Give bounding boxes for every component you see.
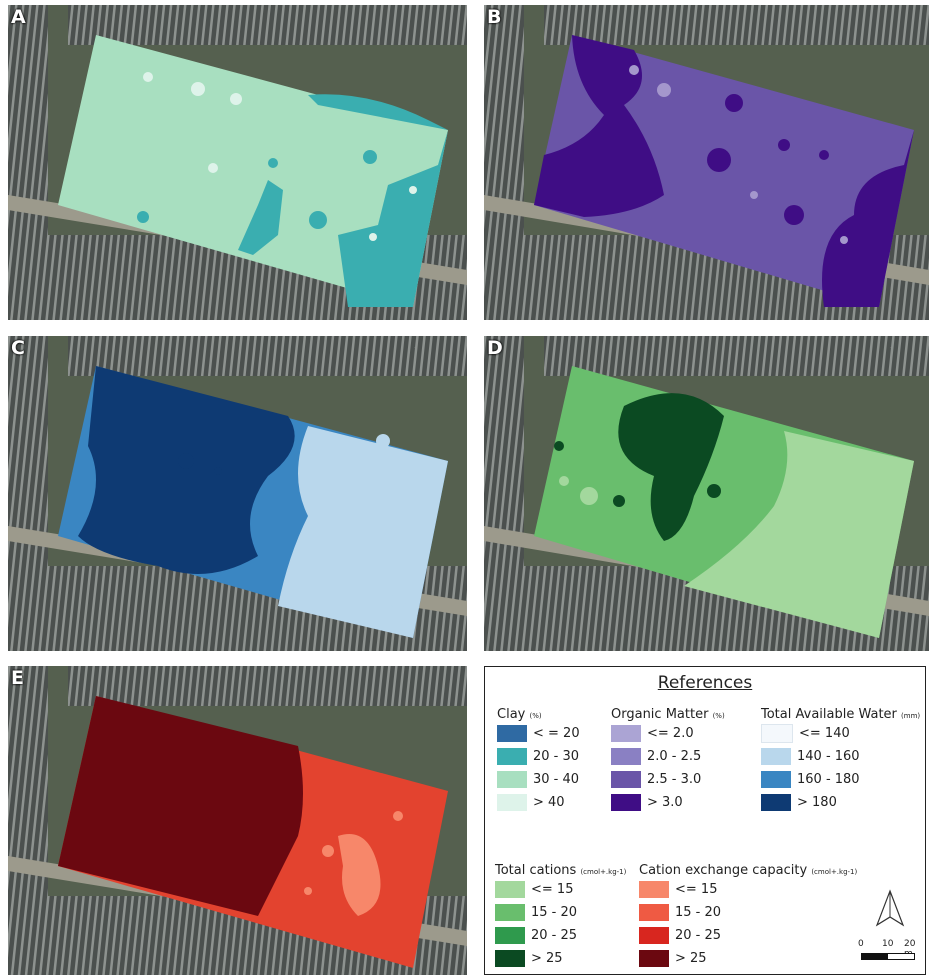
legend-swatch xyxy=(611,725,641,742)
legend-item: 20 - 25 xyxy=(639,924,857,947)
scale-bar: 0 10 20 m xyxy=(858,939,924,969)
legend-item-label: > 25 xyxy=(675,951,707,966)
legend-swatch xyxy=(611,771,641,788)
legend-item: 2.0 - 2.5 xyxy=(611,745,725,768)
legend-item: > 3.0 xyxy=(611,791,725,814)
panel-label-b: B xyxy=(487,6,502,28)
legend-swatch xyxy=(761,771,791,788)
legend-item-label: 20 - 25 xyxy=(675,928,722,943)
legend-swatch xyxy=(497,748,527,765)
map-panel-a: A xyxy=(8,5,467,320)
legend-item: > 25 xyxy=(495,947,626,970)
legend-item-label: <= 2.0 xyxy=(647,726,694,741)
panel-label-c: C xyxy=(11,337,25,359)
legend-item-label: > 40 xyxy=(533,795,565,810)
map-c xyxy=(8,336,467,651)
legend-item-label: <= 140 xyxy=(799,726,850,741)
legend-item: 15 - 20 xyxy=(495,901,626,924)
legend-item-label: > 180 xyxy=(797,795,837,810)
legend-swatch xyxy=(639,904,669,921)
legend-group-organic-matter: Organic Matter (%) <= 2.0 2.0 - 2.5 2.5 - … xyxy=(611,707,725,814)
legend-item: <= 15 xyxy=(639,878,857,901)
panel-label-d: D xyxy=(487,337,503,359)
legend-swatch xyxy=(611,748,641,765)
panel-label-e: E xyxy=(11,667,24,689)
legend-swatch xyxy=(497,725,527,742)
legend-item: 140 - 160 xyxy=(761,745,920,768)
legend-item-label: 20 - 25 xyxy=(531,928,578,943)
legend-box: References Clay (%) < = 20 20 - 30 30 - 40… xyxy=(484,666,926,975)
legend-item: > 40 xyxy=(497,791,580,814)
map-panel-b: B xyxy=(484,5,929,320)
map-e xyxy=(8,666,467,975)
legend-item: 15 - 20 xyxy=(639,901,857,924)
legend-item: < = 20 xyxy=(497,722,580,745)
legend-item-label: 15 - 20 xyxy=(675,905,722,920)
legend-item-label: < = 20 xyxy=(533,726,580,741)
legend-group-total-cations: Total cations (cmol+.kg-1) <= 15 15 - 20 2… xyxy=(495,863,626,970)
legend-item-label: <= 15 xyxy=(675,882,718,897)
legend-item: <= 140 xyxy=(761,722,920,745)
legend-item-label: > 25 xyxy=(531,951,563,966)
legend-item: 2.5 - 3.0 xyxy=(611,768,725,791)
map-d xyxy=(484,336,929,651)
map-panel-d: D xyxy=(484,336,929,651)
legend-item-label: <= 15 xyxy=(531,882,574,897)
legend-swatch xyxy=(495,950,525,967)
scale-label-10: 10 xyxy=(882,939,894,949)
legend-item-label: > 3.0 xyxy=(647,795,683,810)
map-b xyxy=(484,5,929,320)
legend-swatch xyxy=(495,881,525,898)
legend-item: <= 2.0 xyxy=(611,722,725,745)
north-arrow-icon xyxy=(875,889,905,927)
map-panel-e: E xyxy=(8,666,467,975)
legend-group-total-available-water: Total Available Water (mm) <= 140 140 - 1… xyxy=(761,707,920,814)
legend-item-label: 140 - 160 xyxy=(797,749,860,764)
legend-swatch xyxy=(761,748,791,765)
legend-item-label: 30 - 40 xyxy=(533,772,580,787)
legend-swatch xyxy=(639,881,669,898)
legend-swatch xyxy=(495,904,525,921)
legend-swatch xyxy=(761,794,791,811)
legend-item: <= 15 xyxy=(495,878,626,901)
legend-group-clay: Clay (%) < = 20 20 - 30 30 - 40 > 40 xyxy=(497,707,580,814)
legend-item-label: 15 - 20 xyxy=(531,905,578,920)
legend-swatch xyxy=(611,794,641,811)
legend-swatch xyxy=(639,927,669,944)
legend-item-label: 20 - 30 xyxy=(533,749,580,764)
legend-item: 30 - 40 xyxy=(497,768,580,791)
panel-label-a: A xyxy=(11,6,26,28)
legend-swatch xyxy=(497,771,527,788)
legend-item-label: 2.0 - 2.5 xyxy=(647,749,702,764)
scale-label-0: 0 xyxy=(858,939,864,949)
legend-title: References xyxy=(657,673,753,693)
legend-item: 20 - 25 xyxy=(495,924,626,947)
map-a xyxy=(8,5,467,320)
legend-swatch xyxy=(495,927,525,944)
map-panel-c: C xyxy=(8,336,467,651)
legend-item: 160 - 180 xyxy=(761,768,920,791)
legend-item-label: 160 - 180 xyxy=(797,772,860,787)
legend-item: > 25 xyxy=(639,947,857,970)
legend-group-cec: Cation exchange capacity (cmol+.kg-1) <=… xyxy=(639,863,857,970)
legend-item: > 180 xyxy=(761,791,920,814)
legend-swatch xyxy=(497,794,527,811)
legend-item-label: 2.5 - 3.0 xyxy=(647,772,702,787)
legend-swatch xyxy=(639,950,669,967)
legend-item: 20 - 30 xyxy=(497,745,580,768)
legend-swatch xyxy=(761,724,793,743)
